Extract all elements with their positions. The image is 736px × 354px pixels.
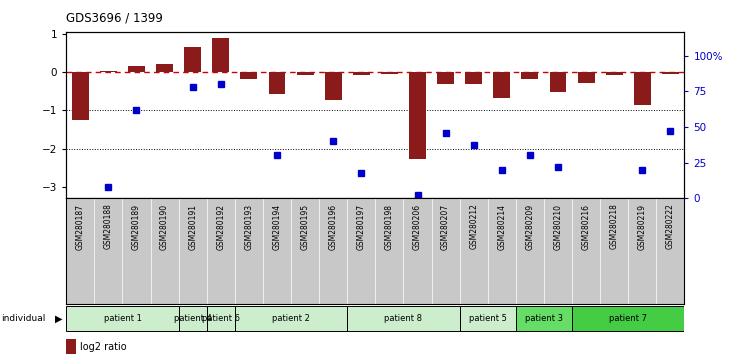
Text: patient 3: patient 3 [525,314,563,323]
Text: GSM280192: GSM280192 [216,204,225,250]
Bar [634,72,651,104]
Text: GSM280194: GSM280194 [272,204,281,250]
Text: ▶: ▶ [55,314,63,324]
Text: patient 2: patient 2 [272,314,310,323]
Bar [409,72,426,159]
Bar [297,72,314,75]
Bar [156,64,173,72]
Text: patient 1: patient 1 [104,314,141,323]
Text: GSM280196: GSM280196 [329,204,338,250]
Text: patient 6: patient 6 [202,314,240,323]
Text: GSM280218: GSM280218 [609,204,619,250]
Bar [572,306,684,331]
Text: GSM280195: GSM280195 [300,204,310,250]
Text: GSM280190: GSM280190 [160,204,169,250]
Text: GDS3696 / 1399: GDS3696 / 1399 [66,12,163,25]
Bar [465,72,482,84]
Bar [578,72,595,83]
Text: GSM280189: GSM280189 [132,204,141,250]
Bar [437,72,454,84]
Bar [460,306,516,331]
Text: GSM280188: GSM280188 [104,204,113,250]
Bar [381,72,398,74]
Text: patient 4: patient 4 [174,314,212,323]
Bar [241,72,258,79]
Text: GSM280210: GSM280210 [553,204,562,250]
Text: GSM280206: GSM280206 [413,204,422,250]
Text: GSM280212: GSM280212 [470,204,478,250]
Bar [72,72,89,120]
Bar [353,72,369,75]
Text: patient 5: patient 5 [469,314,506,323]
Bar [516,306,572,331]
Text: GSM280209: GSM280209 [526,204,534,250]
Text: GSM280214: GSM280214 [498,204,506,250]
Text: GSM280193: GSM280193 [244,204,253,250]
Bar [269,72,286,94]
Bar [550,72,567,92]
Bar [606,72,623,75]
Bar [347,306,460,331]
Text: GSM280198: GSM280198 [385,204,394,250]
Text: GSM280222: GSM280222 [666,204,675,250]
Bar [207,306,235,331]
Bar [179,306,207,331]
Bar [66,339,76,354]
Bar [235,306,347,331]
Bar [100,71,117,72]
Bar [184,47,201,72]
Text: GSM280197: GSM280197 [357,204,366,250]
Bar [325,72,342,99]
Text: log2 ratio: log2 ratio [80,342,127,352]
Text: GSM280207: GSM280207 [441,204,450,250]
Text: GSM280216: GSM280216 [581,204,590,250]
Text: patient 8: patient 8 [384,314,422,323]
Text: GSM280219: GSM280219 [638,204,647,250]
Text: patient 7: patient 7 [609,314,647,323]
Bar [662,72,679,74]
Text: individual: individual [1,314,46,323]
Bar [493,72,510,98]
Bar [66,306,179,331]
Bar [522,72,538,79]
Bar [213,38,229,72]
Text: GSM280191: GSM280191 [188,204,197,250]
Text: GSM280187: GSM280187 [76,204,85,250]
Bar [128,66,145,72]
